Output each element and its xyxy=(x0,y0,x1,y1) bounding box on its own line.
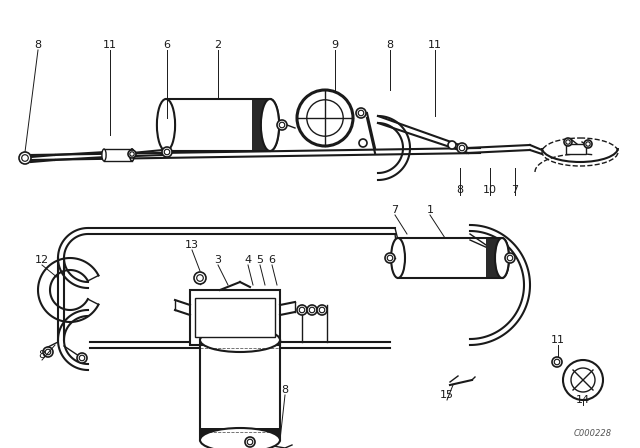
Circle shape xyxy=(448,141,456,149)
Bar xyxy=(566,144,586,154)
Circle shape xyxy=(385,253,395,263)
Bar xyxy=(200,340,280,440)
Ellipse shape xyxy=(391,238,405,278)
Text: 8: 8 xyxy=(456,185,463,195)
Text: 11: 11 xyxy=(428,40,442,50)
Circle shape xyxy=(566,140,570,144)
Circle shape xyxy=(43,347,53,357)
Circle shape xyxy=(162,147,172,157)
Circle shape xyxy=(356,108,366,118)
Bar xyxy=(201,428,279,438)
Circle shape xyxy=(247,439,253,445)
Ellipse shape xyxy=(495,238,509,278)
Ellipse shape xyxy=(157,99,175,151)
Circle shape xyxy=(279,122,285,128)
Circle shape xyxy=(19,152,31,164)
Text: 7: 7 xyxy=(511,185,518,195)
Bar xyxy=(166,99,270,151)
Circle shape xyxy=(505,253,515,263)
Text: 4: 4 xyxy=(244,255,252,265)
Ellipse shape xyxy=(261,99,279,151)
Text: 8: 8 xyxy=(35,40,42,50)
Circle shape xyxy=(457,143,467,153)
Text: 2: 2 xyxy=(214,40,221,50)
Circle shape xyxy=(130,152,134,156)
Circle shape xyxy=(319,307,324,313)
Ellipse shape xyxy=(200,328,280,352)
Text: 3: 3 xyxy=(214,255,221,265)
Circle shape xyxy=(297,90,353,146)
Text: 6: 6 xyxy=(163,40,170,50)
Ellipse shape xyxy=(495,238,509,278)
Circle shape xyxy=(586,142,590,146)
Circle shape xyxy=(359,139,367,147)
Text: C000228: C000228 xyxy=(574,429,612,438)
Circle shape xyxy=(554,359,560,365)
Text: 6: 6 xyxy=(269,255,275,265)
Bar xyxy=(486,239,502,277)
Text: 12: 12 xyxy=(35,255,49,265)
Circle shape xyxy=(307,305,317,315)
Circle shape xyxy=(196,275,204,281)
Circle shape xyxy=(45,349,51,355)
Circle shape xyxy=(552,357,562,367)
Circle shape xyxy=(387,255,393,261)
Text: 8: 8 xyxy=(38,350,45,360)
Circle shape xyxy=(564,138,572,146)
Ellipse shape xyxy=(130,149,134,161)
Text: 8: 8 xyxy=(387,40,394,50)
Circle shape xyxy=(317,305,327,315)
Circle shape xyxy=(245,437,255,447)
Circle shape xyxy=(358,110,364,116)
Ellipse shape xyxy=(102,149,106,161)
Bar xyxy=(398,238,502,278)
Circle shape xyxy=(297,305,307,315)
Circle shape xyxy=(128,150,136,158)
Text: 11: 11 xyxy=(103,40,117,50)
Circle shape xyxy=(77,353,87,363)
Text: 11: 11 xyxy=(551,335,565,345)
Circle shape xyxy=(194,272,206,284)
Circle shape xyxy=(79,355,84,361)
Circle shape xyxy=(460,145,465,151)
Ellipse shape xyxy=(130,149,134,161)
Circle shape xyxy=(309,307,315,313)
Text: 9: 9 xyxy=(332,40,339,50)
Circle shape xyxy=(563,360,603,400)
Bar xyxy=(104,149,132,161)
Text: 8: 8 xyxy=(282,385,289,395)
Circle shape xyxy=(571,368,595,392)
Ellipse shape xyxy=(200,428,280,448)
Circle shape xyxy=(508,255,513,261)
Bar xyxy=(195,298,275,337)
Bar xyxy=(190,290,280,345)
Text: 13: 13 xyxy=(185,240,199,250)
Text: 7: 7 xyxy=(392,205,399,215)
Text: 1: 1 xyxy=(426,205,433,215)
Circle shape xyxy=(307,100,343,136)
Text: 14: 14 xyxy=(576,395,590,405)
Bar xyxy=(252,100,270,150)
Circle shape xyxy=(22,155,28,161)
Text: 15: 15 xyxy=(440,390,454,400)
Ellipse shape xyxy=(261,99,279,151)
Text: 10: 10 xyxy=(483,185,497,195)
Circle shape xyxy=(277,120,287,130)
Text: 5: 5 xyxy=(257,255,264,265)
Circle shape xyxy=(300,307,305,313)
Ellipse shape xyxy=(542,138,618,166)
Circle shape xyxy=(584,140,592,148)
Circle shape xyxy=(164,149,170,155)
